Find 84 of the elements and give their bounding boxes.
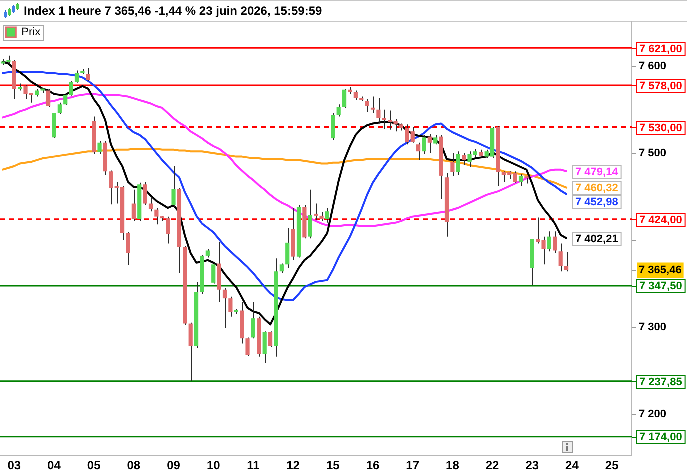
y-tick-label: 7 300 bbox=[639, 321, 667, 334]
candlestick bbox=[434, 134, 438, 146]
candlestick bbox=[172, 166, 176, 208]
candlestick bbox=[262, 331, 267, 364]
candlestick bbox=[46, 88, 51, 108]
candlestick bbox=[188, 322, 193, 382]
candlestick bbox=[268, 331, 273, 348]
candlestick bbox=[148, 198, 154, 212]
candlestick bbox=[450, 152, 455, 176]
candlestick bbox=[354, 90, 358, 101]
ref-line-label: 7 621,00 bbox=[640, 44, 682, 56]
y-tick-label: 7 600 bbox=[639, 60, 667, 72]
ref-line-label: 7 578,00 bbox=[640, 80, 682, 93]
x-tick-label: 16 bbox=[366, 458, 380, 473]
candlestick bbox=[228, 296, 233, 318]
candlestick bbox=[376, 98, 381, 124]
candlestick bbox=[331, 112, 336, 141]
candlestick bbox=[64, 94, 68, 106]
candlestick bbox=[342, 88, 347, 109]
candlestick bbox=[222, 288, 228, 329]
candlestick bbox=[405, 124, 410, 146]
candlestick bbox=[212, 263, 216, 284]
candlestick bbox=[422, 134, 426, 155]
ref-line-label: 7 237,85 bbox=[640, 376, 682, 389]
candlestick bbox=[109, 170, 114, 206]
x-tick-label: 10 bbox=[206, 458, 221, 473]
candlestick bbox=[251, 302, 256, 340]
candlestick bbox=[325, 208, 330, 224]
candlestick bbox=[428, 134, 432, 154]
candlestick bbox=[58, 102, 62, 115]
candlestick bbox=[314, 203, 318, 221]
x-tick-label: 23 bbox=[526, 458, 540, 473]
candlestick bbox=[246, 337, 250, 356]
candlestick bbox=[280, 263, 284, 274]
candlestick bbox=[143, 182, 148, 206]
data-label: 7 452,98 bbox=[576, 196, 618, 209]
candlestick bbox=[558, 243, 563, 272]
candlestick bbox=[553, 231, 558, 254]
ref-line-label: 7 174,00 bbox=[640, 432, 682, 444]
x-tick-label: 12 bbox=[286, 458, 300, 473]
x-tick-label: 15 bbox=[326, 458, 340, 473]
candlestick bbox=[86, 68, 90, 82]
candlestick bbox=[370, 96, 376, 114]
x-tick-label: 08 bbox=[127, 458, 141, 473]
x-tick-label: 22 bbox=[486, 458, 500, 473]
candlestick bbox=[126, 232, 130, 266]
ref-line-label: 7 347,50 bbox=[640, 280, 682, 293]
y-tick-label: 7 200 bbox=[639, 408, 667, 420]
candlestick bbox=[547, 231, 552, 252]
x-tick-label: 05 bbox=[87, 458, 102, 473]
candlestick bbox=[308, 189, 312, 240]
candlestick bbox=[132, 189, 136, 222]
legend-label: Prix bbox=[22, 26, 42, 39]
x-tick-label: 25 bbox=[605, 458, 620, 473]
candlestick bbox=[365, 98, 370, 113]
chart-title: Index 1 heure 7 365,46 -1,44 % 23 juin 2026, 15:59:59 bbox=[24, 4, 322, 18]
candlestick bbox=[513, 171, 518, 184]
candlestick bbox=[336, 104, 341, 118]
candlestick bbox=[98, 140, 102, 155]
x-tick-label: 09 bbox=[167, 458, 181, 473]
candlestick bbox=[462, 152, 466, 166]
x-tick-label: 03 bbox=[8, 458, 22, 473]
candlestick bbox=[456, 151, 460, 176]
x-tick-label: 18 bbox=[446, 458, 460, 473]
y-tick-label: 7 365,46 bbox=[639, 264, 682, 276]
data-label: 7 479,14 bbox=[576, 166, 620, 179]
x-tick-label: 11 bbox=[247, 458, 260, 473]
ref-line-label: 7 424,00 bbox=[640, 214, 682, 227]
data-label: 7 460,32 bbox=[576, 182, 618, 195]
y-tick-label: 7 500 bbox=[639, 147, 667, 160]
candlestick bbox=[416, 142, 421, 161]
x-tick-label: 17 bbox=[406, 458, 420, 473]
candlestick bbox=[410, 126, 415, 144]
candlestick bbox=[154, 208, 159, 226]
candlestick bbox=[286, 228, 290, 269]
ref-line-label: 7 530,00 bbox=[640, 122, 682, 135]
candlestick bbox=[518, 174, 524, 187]
candlestick bbox=[69, 80, 74, 96]
x-tick-label: 04 bbox=[48, 458, 62, 473]
candlestick bbox=[564, 252, 569, 272]
x-tick-label: 24 bbox=[566, 458, 580, 473]
candlestick bbox=[74, 70, 80, 84]
candlestick bbox=[166, 216, 170, 244]
data-label: 7 402,21 bbox=[576, 234, 618, 246]
